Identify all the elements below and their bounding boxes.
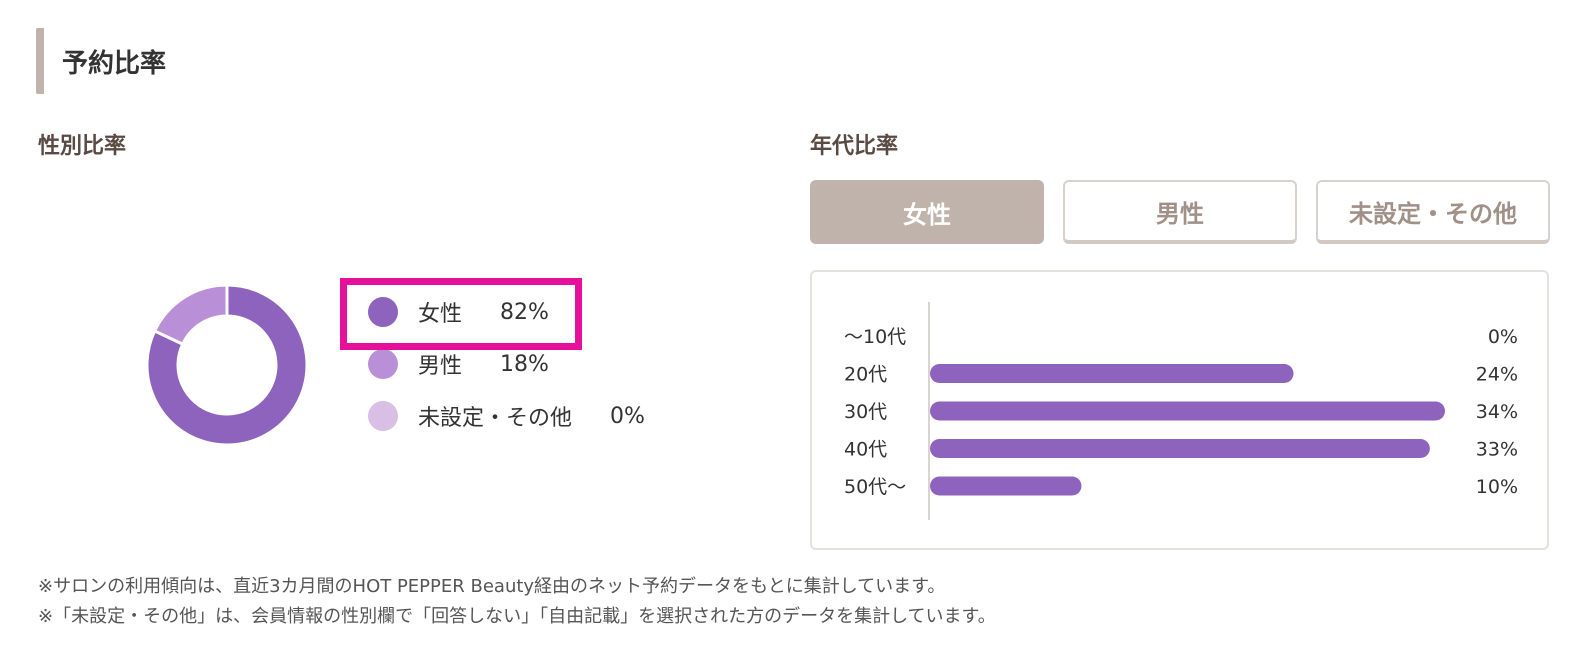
bar-value-label: 34% [1476,401,1518,423]
legend-dot-unset-other [368,401,398,431]
tab-unset-other[interactable]: 未設定・その他 [1316,180,1550,244]
bar [930,364,1294,383]
section-title-text: 予約比率 [62,48,167,79]
legend-value-female: 82% [500,299,549,325]
legend-item-male: 男性 18% [368,344,549,384]
note-text-1: ※サロンの利用傾向は、直近3カ月間のHOT PEPPER Beauty経由のネッ… [38,576,946,597]
bar-category-label: 30代 [844,401,887,423]
bar-value-label: 33% [1476,439,1518,461]
legend-label-male: 男性 [418,354,463,379]
gender-donut-chart [146,284,308,446]
bar-value-label: 10% [1476,476,1518,498]
bar-category-label: 20代 [844,364,887,386]
note-text-2: ※「未設定・その他」は、会員情報の性別欄で「回答しない」「自由記載」を選択された… [38,606,996,627]
legend-label-unset-other: 未設定・その他 [418,406,573,431]
bar-category-label: 40代 [844,439,887,461]
gender-ratio-title: 性別比率 [38,134,127,159]
legend-label-female: 女性 [418,302,463,327]
age-ratio-title: 年代比率 [810,134,899,159]
bar [930,476,1082,496]
bar-value-label: 0% [1488,326,1518,348]
legend-value-male: 18% [500,351,549,377]
tab-female[interactable]: 女性 [810,180,1044,244]
donut-slice-female [146,284,308,446]
bar-category-label: 〜10代 [844,326,906,348]
section-title: 予約比率 [36,28,166,94]
legend-dot-male [368,349,398,379]
legend-dot-female [368,297,398,327]
bar-category-label: 50代〜 [844,476,906,498]
legend-item-unset-other: 未設定・その他 0% [368,396,645,436]
legend-item-female: 女性 82% [368,292,549,332]
bar [930,401,1445,421]
highlight-box [340,278,582,350]
age-chart-panel: 〜10代 0% 20代 24% 30代 34% 40代 33% 50代〜 10% [810,270,1549,550]
donut-slice-male [152,284,229,347]
legend-value-unset-other: 0% [610,403,645,429]
tab-male[interactable]: 男性 [1063,180,1297,244]
bar [930,439,1430,458]
age-bar-chart: 〜10代 0% 20代 24% 30代 34% 40代 33% 50代〜 10% [844,302,1518,520]
bar-value-label: 24% [1476,364,1518,386]
